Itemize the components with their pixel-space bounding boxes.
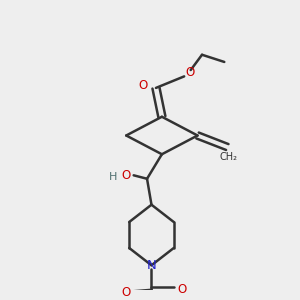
Text: CH₂: CH₂ (220, 152, 238, 162)
Text: O: O (178, 283, 187, 296)
Text: O: O (185, 65, 194, 79)
Text: O: O (122, 286, 131, 299)
Text: N: N (147, 259, 156, 272)
Text: H: H (109, 172, 117, 182)
Text: O: O (138, 79, 147, 92)
Text: O: O (122, 169, 131, 182)
